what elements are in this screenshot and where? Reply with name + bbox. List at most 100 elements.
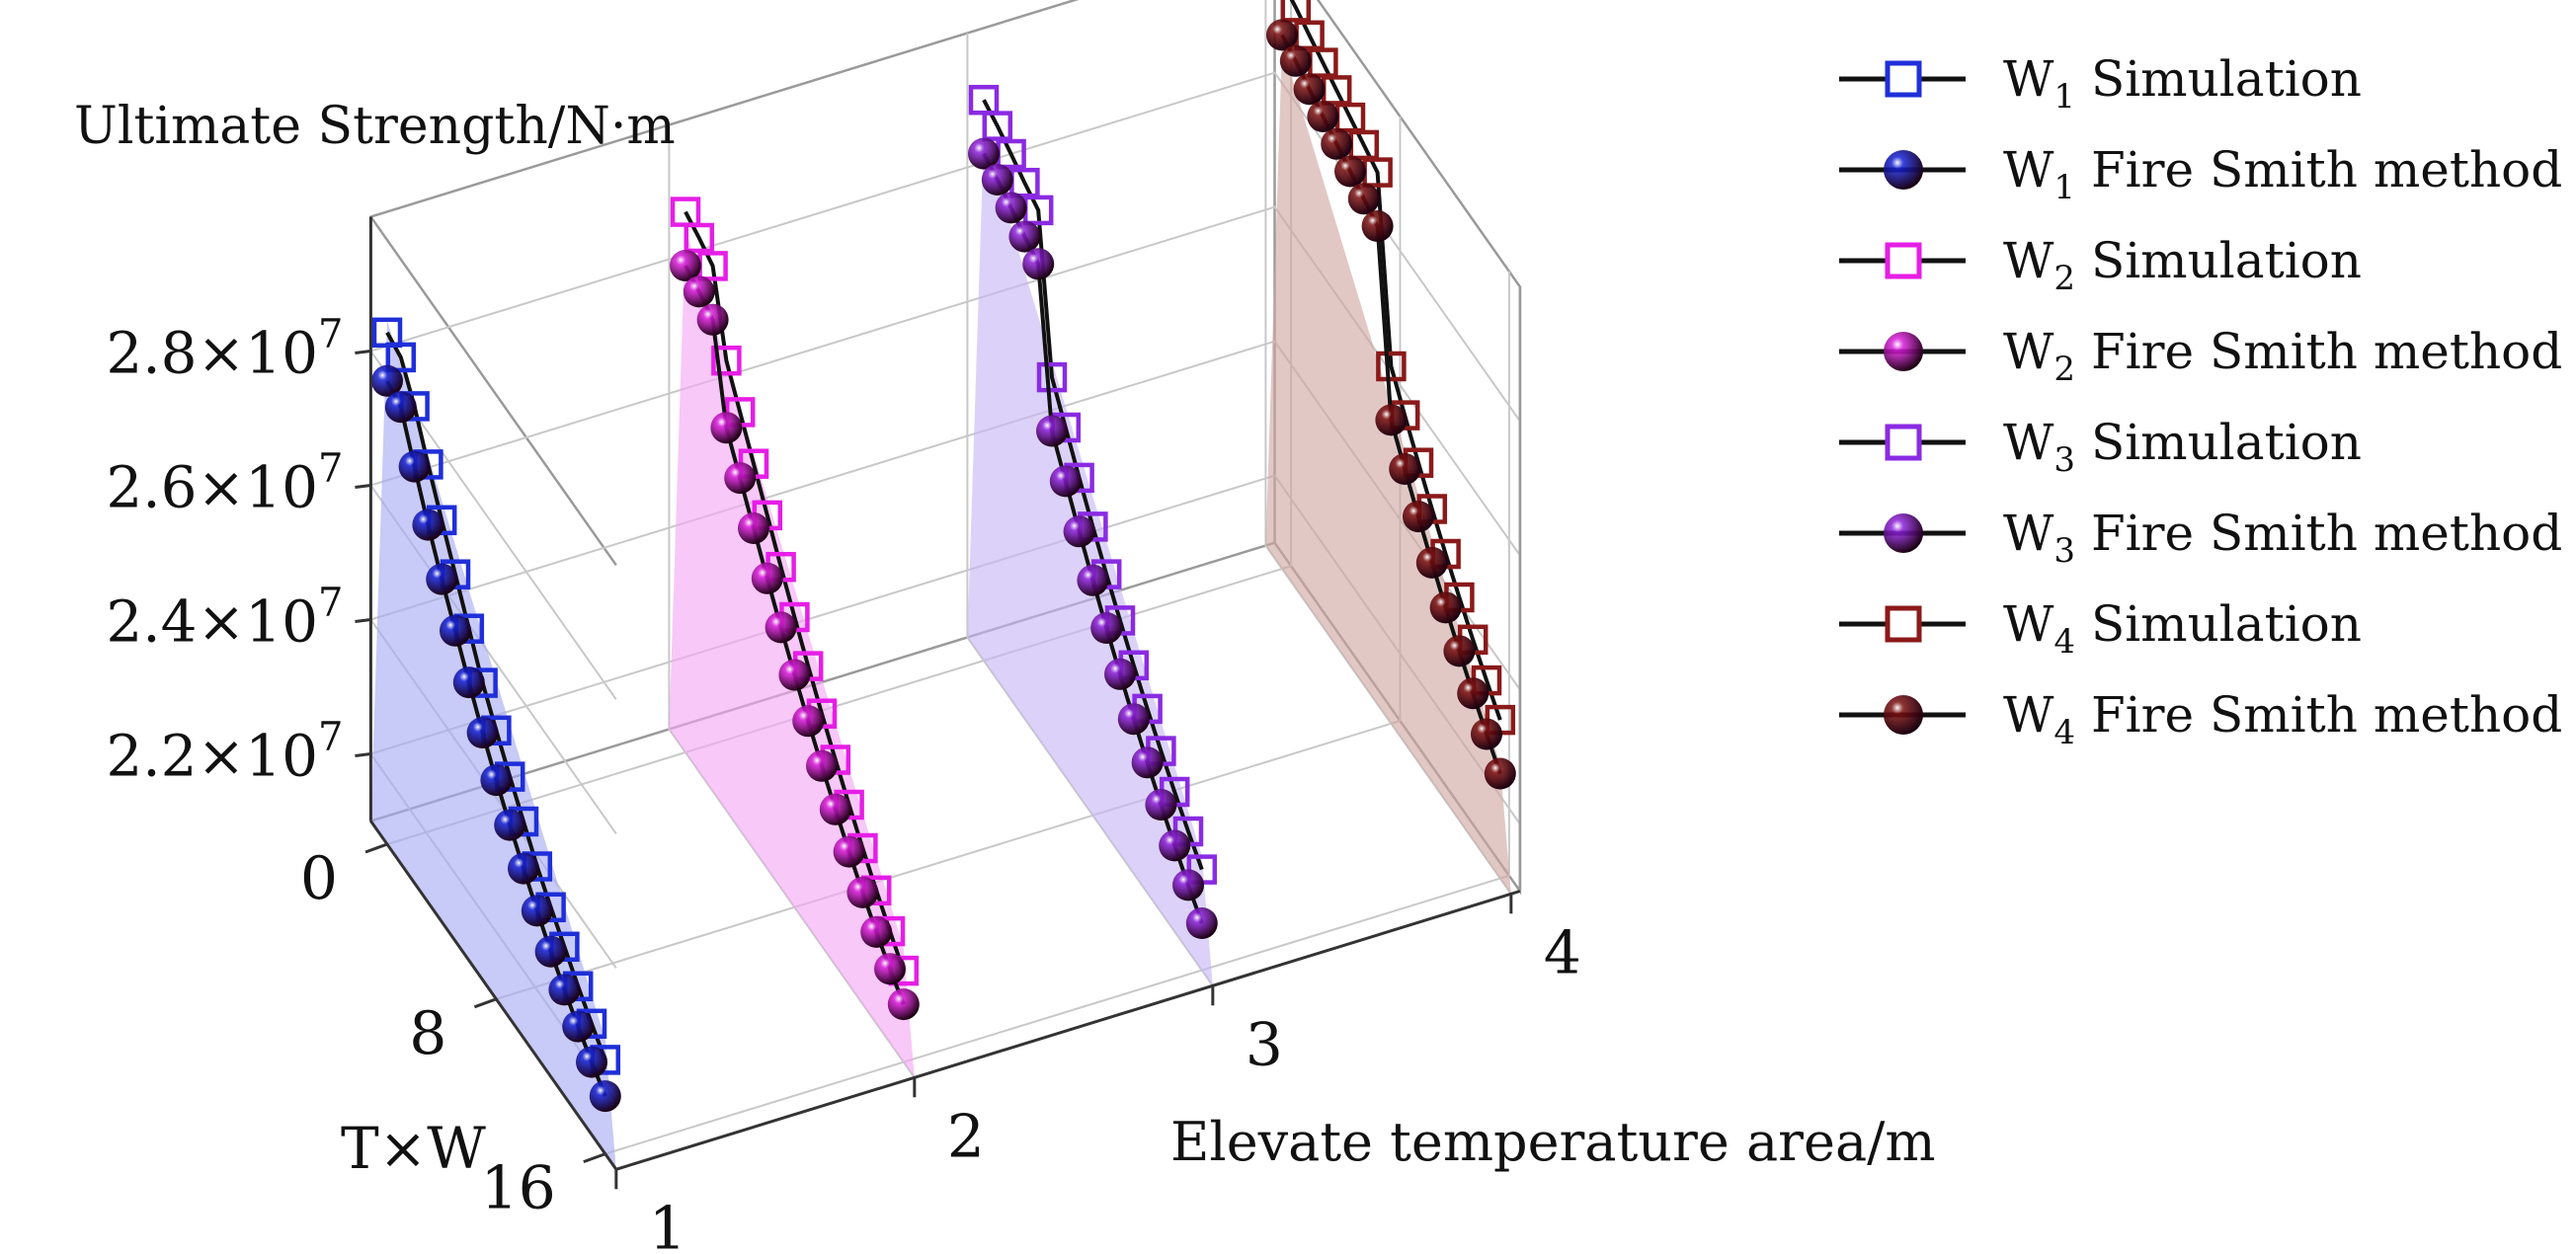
series-w2-fire-smith-method — [670, 250, 920, 1021]
y-tick — [473, 997, 497, 1009]
data-point — [1443, 635, 1476, 667]
data-point — [738, 512, 769, 544]
series-w4-fire-smith-method — [1266, 19, 1516, 790]
legend-square-marker — [1885, 424, 1922, 461]
data-point — [1484, 757, 1516, 790]
data-point — [1293, 73, 1326, 106]
y-tick — [364, 842, 388, 854]
data-point — [887, 988, 920, 1021]
series-layer — [371, 0, 1516, 1113]
z-tick-label: 2.4×107 — [106, 580, 343, 655]
data-point — [1077, 564, 1109, 596]
data-point — [426, 563, 458, 595]
legend-entry: W1 Simulation — [1839, 50, 2362, 117]
z-tick — [355, 349, 371, 354]
data-point — [1361, 210, 1394, 242]
data-point — [1266, 19, 1298, 51]
data-point — [710, 412, 743, 444]
data-point — [751, 562, 783, 594]
z-axis-label: Ultimate Strength/N·m — [74, 97, 676, 156]
data-point — [494, 809, 526, 841]
data-point — [1036, 415, 1068, 447]
y-tick-label: 8 — [409, 999, 446, 1068]
x-tick-label: 4 — [1544, 918, 1581, 987]
data-point — [1334, 155, 1366, 188]
y-tick-label: 16 — [480, 1154, 555, 1223]
data-point — [1185, 907, 1218, 939]
data-point — [1131, 746, 1164, 779]
data-point — [1145, 789, 1177, 821]
data-point — [833, 835, 865, 868]
legend-entry: W3 Simulation — [1839, 414, 2362, 480]
left-top-edge — [369, 215, 617, 567]
data-point — [765, 611, 797, 644]
data-point — [1280, 0, 1312, 23]
y-axis — [369, 820, 618, 1171]
x-tick-label: 3 — [1246, 1010, 1283, 1079]
legend-square-marker — [1885, 242, 1922, 279]
z-tick-label: 2.2×107 — [106, 714, 343, 789]
data-point — [846, 876, 879, 908]
data-point — [452, 666, 485, 699]
legend-label: W3 Simulation — [2003, 414, 2362, 480]
data-point — [508, 852, 539, 885]
legend-label: W4 Fire Smith method — [2003, 686, 2562, 752]
series-w1-fire-smith-method — [371, 364, 621, 1113]
y-tick-label: 0 — [300, 844, 338, 913]
data-point — [1036, 361, 1068, 393]
x-tick-label: 1 — [649, 1194, 686, 1254]
legend-entry: W3 Fire Smith method — [1839, 505, 2562, 571]
data-point — [683, 275, 715, 308]
data-point — [1375, 404, 1408, 436]
legend-sphere-marker — [1884, 332, 1923, 371]
data-point — [466, 717, 499, 748]
legend: W1 Simulation W1 Fire Smith method W2 Simu… — [1839, 50, 2562, 752]
data-point — [1090, 612, 1123, 644]
data-point — [778, 659, 811, 691]
data-point — [696, 303, 729, 336]
series-w3-fire-smith-method — [968, 137, 1218, 939]
x-tick-label: 2 — [947, 1102, 985, 1171]
data-point — [1307, 101, 1339, 132]
legend-entry: W2 Fire Smith method — [1839, 323, 2562, 389]
data-point — [1049, 465, 1082, 498]
data-point — [576, 1046, 607, 1078]
data-point — [1117, 703, 1150, 736]
data-point — [589, 1080, 621, 1113]
data-point — [860, 915, 893, 948]
data-point — [819, 793, 851, 825]
data-point — [521, 895, 553, 927]
data-point — [398, 450, 431, 483]
legend-entry: W1 Fire Smith method — [1839, 141, 2562, 207]
z-tick — [355, 617, 371, 623]
legend-entry: W4 Simulation — [1839, 595, 2362, 662]
legend-label: W2 Simulation — [2003, 232, 2362, 298]
z-tick-label: 2.8×107 — [106, 311, 343, 386]
data-point — [1429, 591, 1462, 624]
data-point — [874, 953, 906, 985]
data-point — [684, 222, 715, 254]
z-tick — [355, 751, 371, 757]
legend-entry: W4 Fire Smith method — [1839, 686, 2562, 752]
data-point — [1279, 44, 1312, 77]
x-axis-label: Elevate temperature area/m — [1170, 1111, 1936, 1173]
y-grid-line — [496, 117, 1402, 1000]
data-point — [1172, 869, 1204, 901]
plane-area-4 — [1265, 44, 1511, 895]
data-point — [1022, 248, 1055, 280]
data-point — [371, 364, 403, 397]
data-point — [711, 345, 742, 376]
data-point — [440, 614, 471, 647]
data-point — [995, 192, 1027, 224]
data-point — [1457, 677, 1489, 710]
legend-square-marker — [1885, 60, 1922, 98]
data-point — [1389, 453, 1421, 485]
data-point — [982, 111, 1013, 141]
legend-sphere-marker — [1884, 695, 1923, 735]
data-point — [1063, 515, 1095, 548]
data-point — [384, 391, 417, 424]
series-planes — [370, 44, 1511, 1170]
z-tick — [355, 483, 371, 489]
data-point — [480, 764, 513, 797]
data-point — [534, 935, 567, 968]
